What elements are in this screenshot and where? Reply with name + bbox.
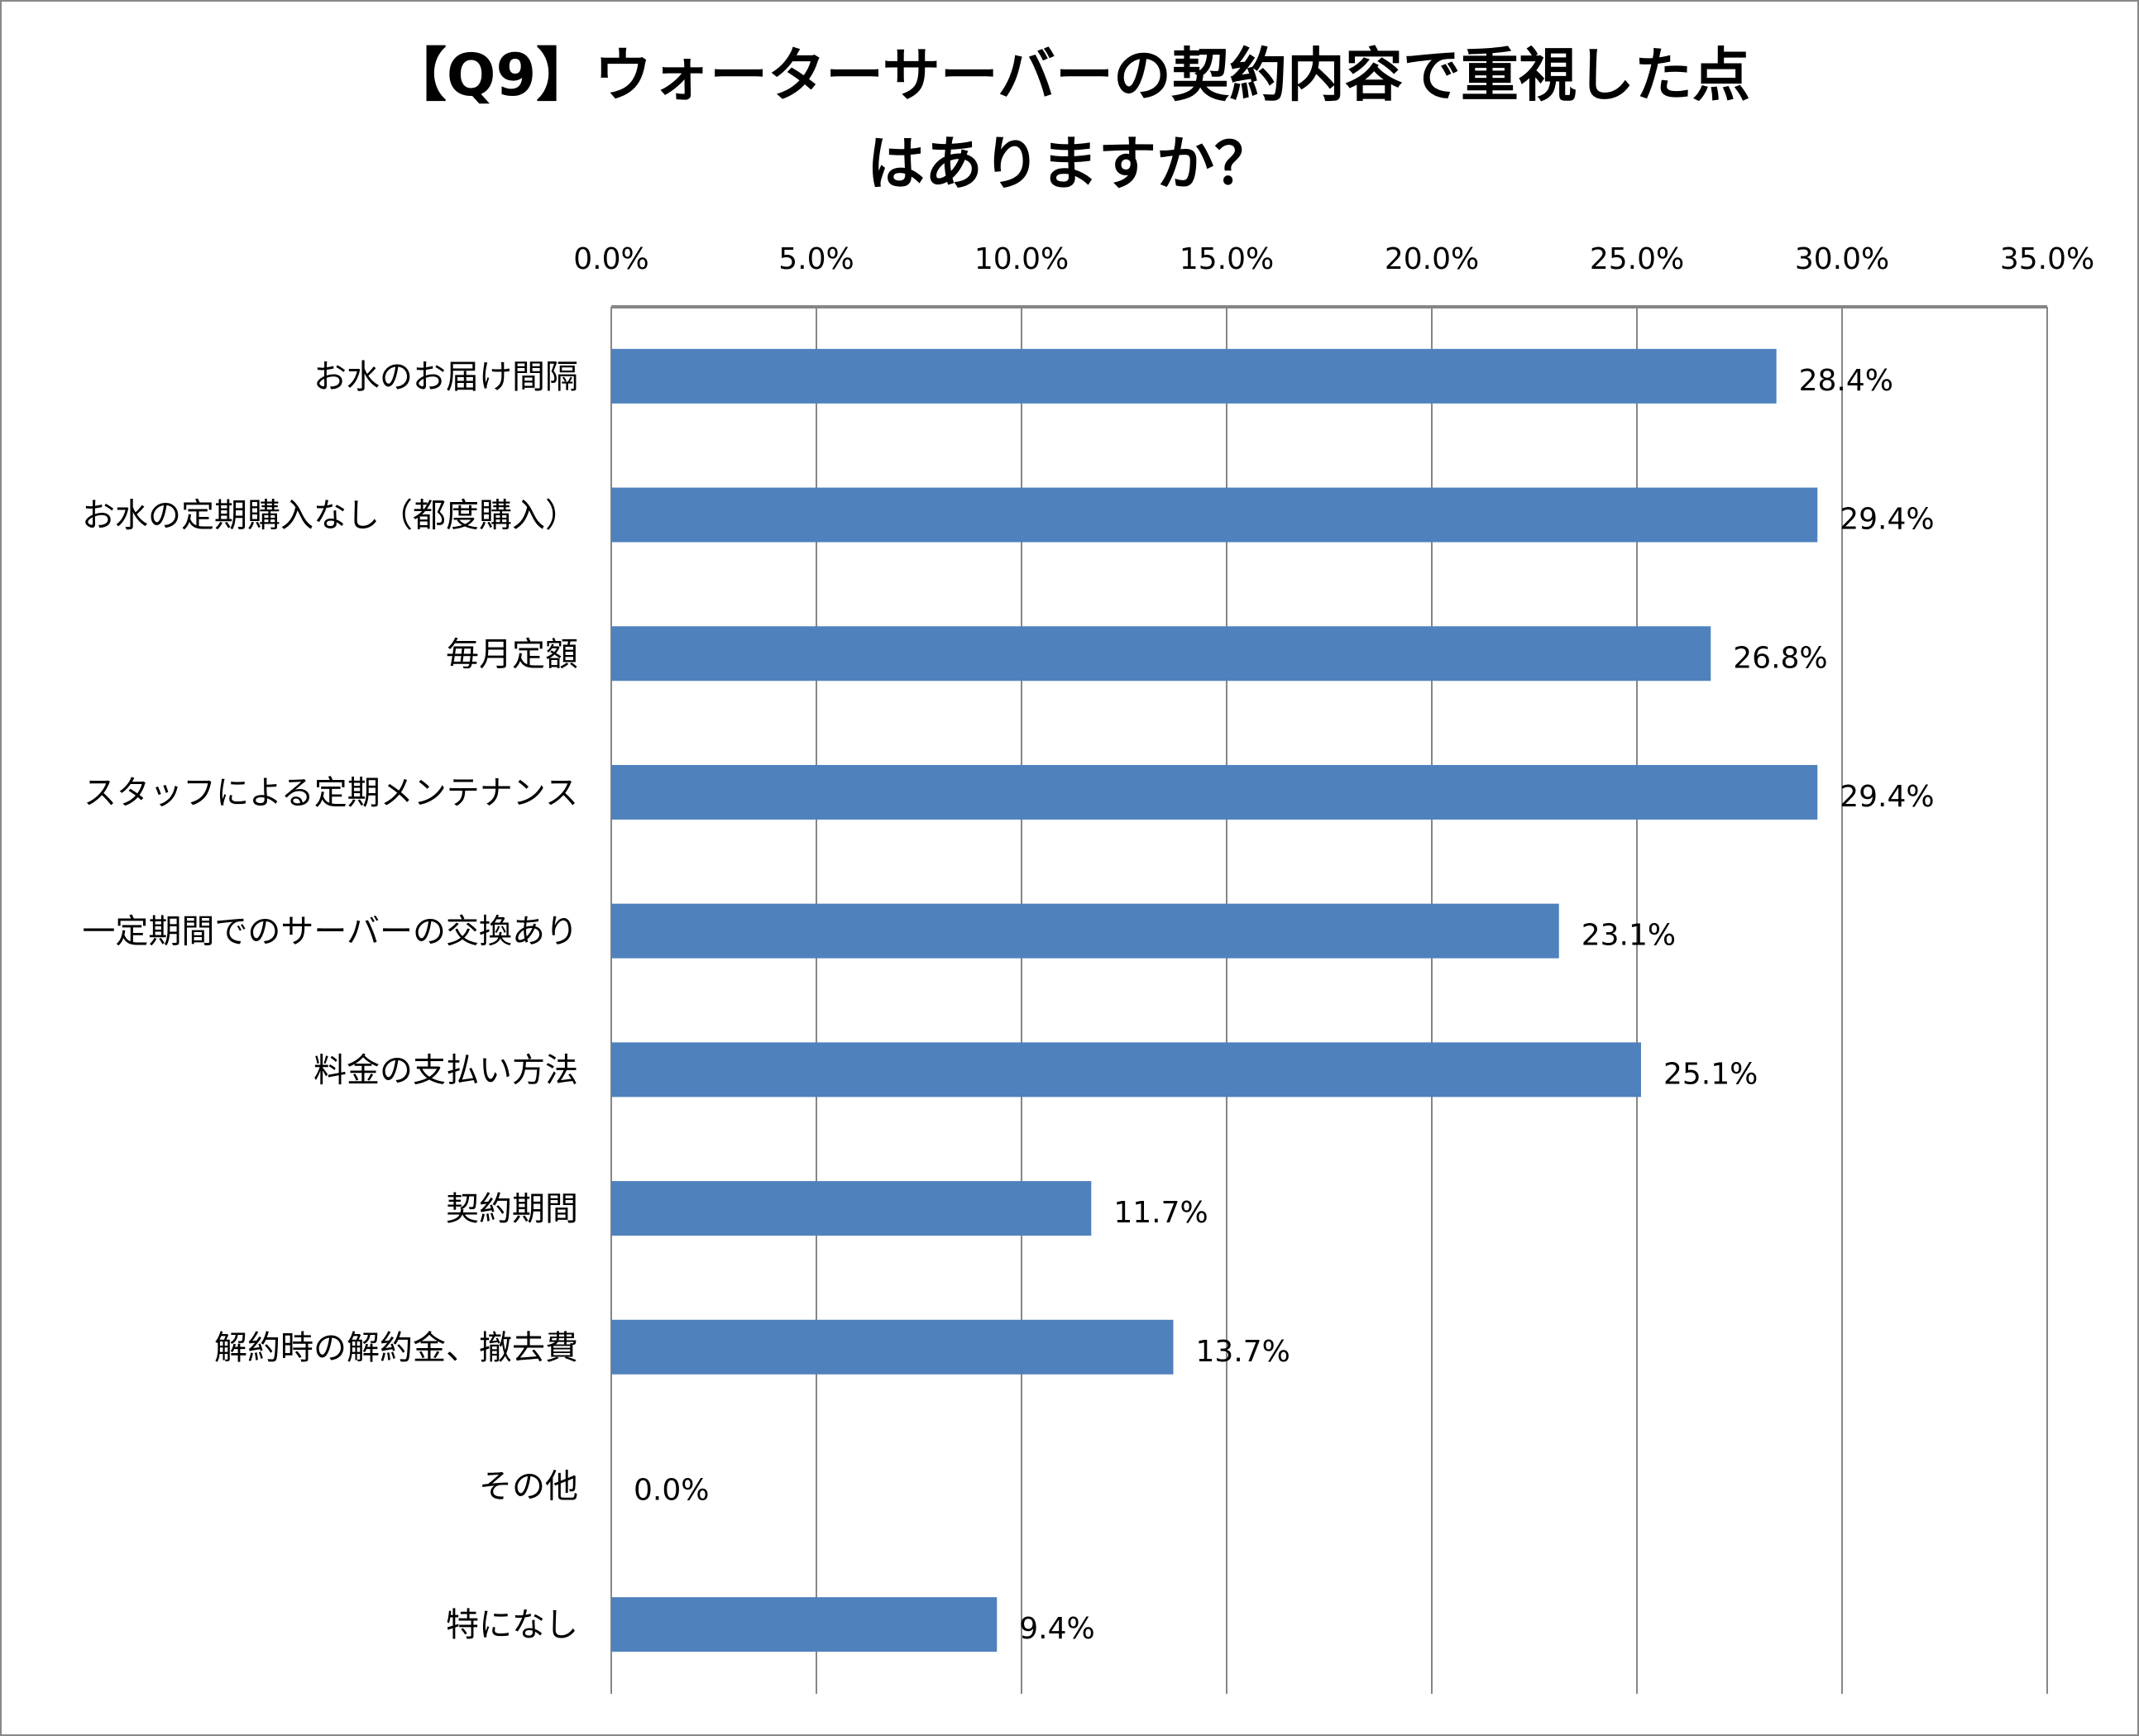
data-label: 26.8% bbox=[1733, 641, 1827, 675]
data-label: 11.7% bbox=[1113, 1196, 1208, 1230]
data-labels: 28.4% 29.4% 26.8% 29.4% 23.1% 25.1% 11.7% 13.7%… bbox=[634, 364, 1935, 1646]
data-label: 13.7% bbox=[1196, 1335, 1290, 1369]
data-label: 25.1% bbox=[1663, 1057, 1758, 1091]
bar bbox=[611, 1319, 1174, 1375]
data-label: 9.4% bbox=[1019, 1612, 1094, 1646]
bar bbox=[611, 1181, 1092, 1236]
category-label: 特になし bbox=[446, 1606, 578, 1644]
bar bbox=[611, 487, 1818, 543]
bar bbox=[611, 1597, 998, 1652]
bar bbox=[611, 1042, 1641, 1098]
x-tick-label: 30.0% bbox=[1795, 242, 1889, 276]
chart-title-line-2: はありますか？ bbox=[867, 130, 1272, 198]
data-label: 0.0% bbox=[634, 1473, 709, 1507]
category-label: スタッフによる定期メンテナンス bbox=[84, 774, 578, 812]
x-tick-label: 5.0% bbox=[778, 242, 854, 276]
bar bbox=[611, 764, 1818, 820]
category-label: 契約期間 bbox=[446, 1190, 578, 1228]
category-label: 毎月定額 bbox=[446, 635, 578, 673]
x-axis-ticks: 0.0% 5.0% 10.0% 15.0% 20.0% 25.0% 30.0% 35.0% bbox=[573, 242, 2094, 276]
x-tick-label: 20.0% bbox=[1385, 242, 1479, 276]
x-tick-label: 10.0% bbox=[974, 242, 1069, 276]
x-tick-label: 25.0% bbox=[1590, 242, 1684, 276]
x-tick-label: 15.0% bbox=[1180, 242, 1274, 276]
category-label: 料金の支払い方法 bbox=[313, 1051, 578, 1089]
data-label: 28.4% bbox=[1799, 364, 1893, 398]
x-tick-label: 35.0% bbox=[2000, 242, 2094, 276]
chart-title-line-1: 【Q9】ウォーターサーバーの契約内容で重視した点 bbox=[389, 41, 1750, 109]
data-label: 29.4% bbox=[1840, 503, 1934, 537]
x-tick-label: 0.0% bbox=[573, 242, 648, 276]
bar bbox=[611, 903, 1559, 959]
data-label: 29.4% bbox=[1840, 780, 1934, 814]
category-label: 一定期間でのサーバーの交換あり bbox=[82, 913, 578, 951]
category-label: お水の定期購入なし（都度購入） bbox=[82, 497, 578, 535]
bar bbox=[611, 626, 1711, 681]
category-label: 解約時の解約金、撤去費 bbox=[214, 1329, 578, 1367]
category-label: その他 bbox=[479, 1467, 578, 1505]
bars bbox=[611, 348, 1818, 1652]
category-label: お水のお届け間隔 bbox=[313, 358, 578, 396]
bar bbox=[611, 348, 1777, 404]
data-label: 23.1% bbox=[1582, 919, 1676, 953]
